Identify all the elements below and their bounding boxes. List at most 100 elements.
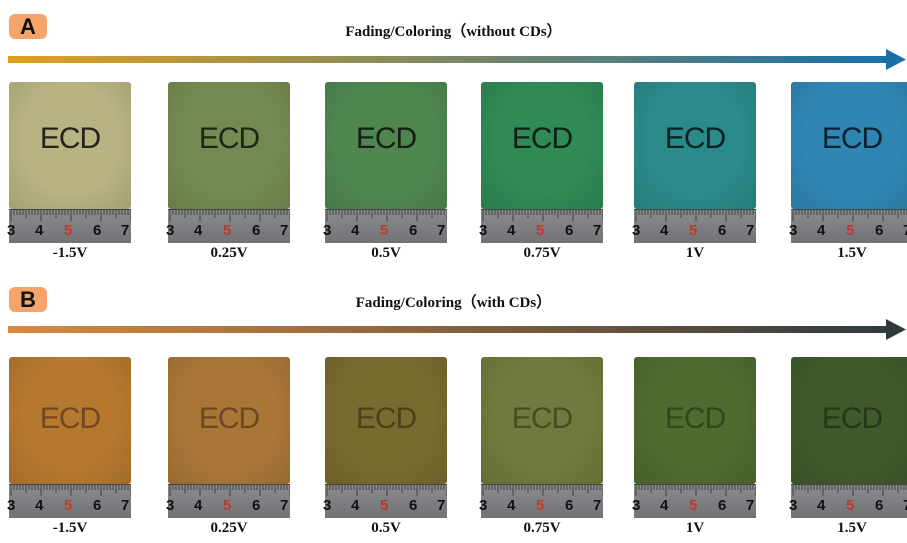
ruler-number: 3 (323, 222, 332, 239)
ruler-ticks (10, 485, 131, 496)
ruler: 3 4 5 6 7 (632, 484, 756, 518)
voltage-label: 1.5V (837, 245, 867, 261)
ruler-number: 6 (718, 222, 727, 239)
ruler-number: 4 (194, 222, 203, 239)
ruler-number: 6 (565, 497, 574, 514)
panel-a: A Fading/Coloring（without CDs） ECD 3 4 5 6 7 -… (0, 14, 907, 272)
sample-card: ECD 3 4 5 6 7 -1.5V (7, 357, 131, 542)
ruler-number: 6 (409, 497, 418, 514)
ruler-number: 3 (166, 497, 175, 514)
sample-row: ECD 3 4 5 6 7 -1.5V ECD 3 4 5 6 7 0.25V ECD 3 4 5 6 7 0.5V EC… (0, 82, 907, 272)
sample-card: ECD 3 4 5 6 7 0.75V (479, 82, 603, 267)
ruler-ticks (326, 210, 447, 221)
device-label: ECD (355, 122, 417, 155)
ruler-number: 6 (252, 222, 261, 239)
ruler-number: 7 (746, 222, 755, 239)
ruler-number: 3 (7, 222, 16, 239)
device-photo: ECD (481, 82, 603, 209)
voltage-label: -1.5V (52, 520, 88, 536)
device-label: ECD (821, 122, 883, 155)
ruler-number: 4 (660, 222, 669, 239)
panel-b: B Fading/Coloring（with CDs） ECD 3 4 5 6 7 -1.5… (0, 282, 907, 543)
ruler-number: 5 (380, 222, 389, 239)
ruler: 3 4 5 6 7 (323, 209, 447, 243)
ruler-number: 5 (846, 497, 855, 514)
ruler-ticks (792, 210, 907, 221)
device-photo: ECD (9, 82, 131, 209)
ruler-number: 7 (593, 497, 602, 514)
ruler: 3 4 5 6 7 (166, 484, 290, 518)
ruler-number: 3 (479, 497, 488, 514)
ruler-number: 4 (35, 222, 44, 239)
ruler-number: 4 (660, 497, 669, 514)
ruler-number: 6 (93, 497, 102, 514)
voltage-label: 1.5V (837, 520, 867, 536)
panel-title: Fading/Coloring（without CDs） (345, 24, 562, 40)
ruler-number: 6 (409, 222, 418, 239)
ruler-number: 6 (93, 222, 102, 239)
device-photo: ECD (168, 82, 290, 209)
device-label: ECD (39, 122, 101, 155)
ruler-number: 5 (64, 222, 73, 239)
ruler-number: 7 (903, 222, 907, 239)
ruler-number: 6 (875, 497, 884, 514)
voltage-label: -1.5V (52, 245, 88, 261)
sample-card: ECD 3 4 5 6 7 0.25V (166, 82, 290, 267)
device-label: ECD (664, 402, 726, 435)
device-photo: ECD (634, 357, 756, 484)
voltage-label: 0.25V (210, 520, 248, 536)
ruler: 3 4 5 6 7 (7, 484, 131, 518)
ruler-number: 7 (121, 222, 130, 239)
voltage-label: 0.25V (210, 245, 248, 261)
voltage-label: 0.5V (371, 520, 401, 536)
ruler-number: 3 (323, 497, 332, 514)
ruler: 3 4 5 6 7 (479, 484, 603, 518)
panel-label-badge: A (9, 14, 47, 39)
ruler-number: 4 (817, 497, 826, 514)
ruler-number: 3 (166, 222, 175, 239)
ruler-number: 7 (121, 497, 130, 514)
gradient-arrow (8, 49, 906, 70)
ruler-number: 3 (789, 497, 798, 514)
sample-card: ECD 3 4 5 6 7 0.75V (479, 357, 603, 542)
ruler-number: 4 (351, 497, 360, 514)
device-photo: ECD (168, 357, 290, 484)
ruler-ticks (482, 485, 603, 496)
ruler-number: 3 (632, 497, 641, 514)
sample-card: ECD 3 4 5 6 7 1.5V (789, 357, 907, 542)
device-photo: ECD (325, 357, 447, 484)
ruler-number: 7 (593, 222, 602, 239)
ruler-number: 3 (789, 222, 798, 239)
ruler-number: 6 (565, 222, 574, 239)
device-label: ECD (355, 402, 417, 435)
ruler-number: 4 (35, 497, 44, 514)
ruler-number: 5 (536, 222, 545, 239)
ruler-ticks (326, 485, 447, 496)
device-photo: ECD (325, 82, 447, 209)
ruler-number: 4 (507, 222, 516, 239)
device-label: ECD (198, 402, 260, 435)
ruler-number: 4 (507, 497, 516, 514)
ruler: 3 4 5 6 7 (632, 209, 756, 243)
ruler-ticks (482, 210, 603, 221)
device-label: ECD (39, 402, 101, 435)
ruler: 3 4 5 6 7 (7, 209, 131, 243)
ruler-number: 7 (437, 497, 446, 514)
device-label: ECD (511, 122, 573, 155)
ruler-ticks (792, 485, 907, 496)
sample-card: ECD 3 4 5 6 7 0.5V (323, 82, 447, 267)
ruler-number: 5 (223, 222, 232, 239)
sample-card: ECD 3 4 5 6 7 0.5V (323, 357, 447, 542)
gradient-arrow (8, 319, 906, 340)
device-photo: ECD (791, 357, 907, 484)
ruler-number: 5 (64, 497, 73, 514)
ruler-number: 5 (223, 497, 232, 514)
sample-card: ECD 3 4 5 6 7 -1.5V (7, 82, 131, 267)
ruler-number: 7 (280, 222, 289, 239)
ruler-number: 3 (632, 222, 641, 239)
ruler-number: 5 (846, 222, 855, 239)
ruler: 3 4 5 6 7 (789, 209, 907, 243)
ruler-number: 5 (689, 497, 698, 514)
voltage-label: 0.5V (371, 245, 401, 261)
ruler-number: 7 (903, 497, 907, 514)
